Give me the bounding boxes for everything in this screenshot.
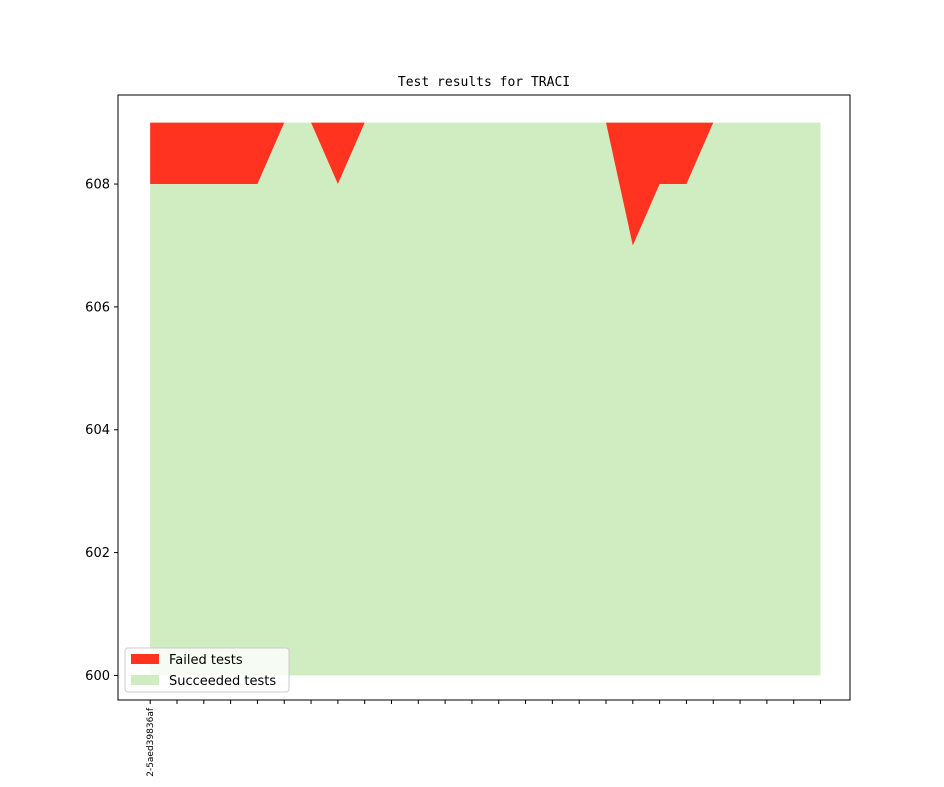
legend-box	[124, 647, 290, 693]
legend: Failed tests Succeeded tests	[124, 647, 290, 693]
y-tick-label: 604	[85, 423, 110, 438]
legend-swatch-succeeded	[131, 675, 159, 685]
y-tick-label: 608	[85, 178, 110, 193]
y-axis: 600 602 604 606 608	[85, 178, 118, 684]
legend-label-failed: Failed tests	[169, 653, 243, 668]
failed-tests-area	[150, 122, 821, 246]
succeeded-tests-area	[150, 122, 821, 676]
x-tick-label: 2-5aed39836af	[146, 707, 156, 777]
x-axis: 2-5aed39836af	[146, 700, 822, 777]
plot-area	[150, 122, 821, 676]
y-tick-label: 600	[85, 669, 110, 684]
y-tick-label: 606	[85, 300, 110, 315]
legend-label-succeeded: Succeeded tests	[169, 674, 276, 689]
legend-swatch-failed	[131, 654, 159, 664]
y-tick-label: 602	[85, 546, 110, 561]
chart-title: Test results for TRACI	[398, 75, 570, 90]
axes-frame	[117, 94, 851, 701]
